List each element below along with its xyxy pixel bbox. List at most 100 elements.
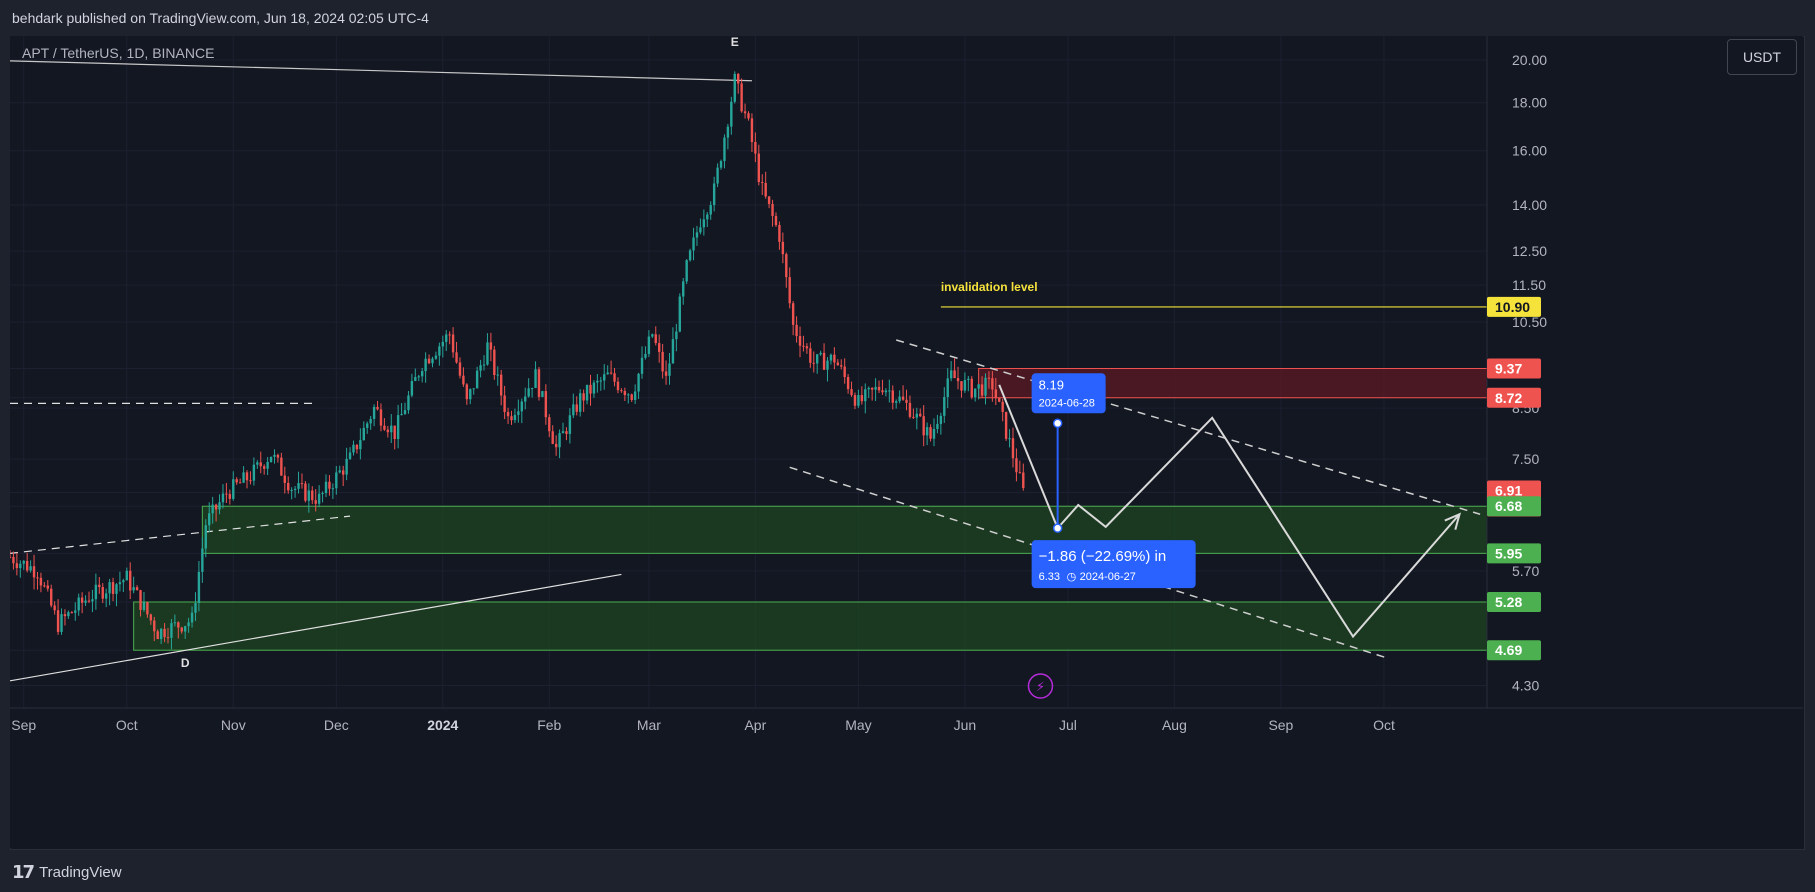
candle-body [657, 343, 661, 352]
y-tick-label: 16.00 [1512, 143, 1547, 159]
candle-body [328, 481, 331, 489]
candle-body [891, 390, 894, 403]
currency-button[interactable]: USDT [1727, 39, 1797, 75]
candle-body [936, 423, 939, 429]
candle-body [815, 354, 819, 364]
candle-body [266, 461, 269, 469]
x-tick-label: Dec [324, 717, 349, 733]
candle-body [795, 324, 798, 337]
candle-body [870, 387, 874, 390]
candle-body [572, 404, 575, 416]
candle-body [311, 490, 314, 501]
candle-body [36, 577, 39, 579]
price-label-bg [1487, 358, 1541, 379]
candle-body [225, 493, 228, 495]
candle-body [647, 336, 651, 354]
candle-body [578, 393, 582, 412]
candle-body [153, 620, 156, 632]
candle-body [661, 351, 664, 372]
candle-body [719, 161, 723, 168]
candle-body [840, 365, 843, 367]
candle-body [520, 401, 523, 412]
candle-body [438, 346, 441, 356]
candle-body [630, 394, 633, 401]
candle-body [805, 346, 809, 349]
candle-body [259, 462, 262, 467]
candle-body [335, 472, 338, 489]
candle-body [424, 358, 427, 372]
candle-body [524, 396, 527, 402]
candle-body [280, 457, 283, 476]
tradingview-logo[interactable]: 17 TradingView [12, 862, 122, 883]
candle-body [300, 483, 304, 485]
clock-icon: ◷ [1067, 571, 1077, 583]
x-tick-label: Jul [1059, 717, 1077, 733]
price-label-bg [1487, 387, 1541, 408]
candle-body [530, 387, 534, 389]
candle-body [946, 378, 949, 398]
candle-body [499, 374, 503, 396]
candle-body [70, 612, 74, 614]
candle-body [589, 384, 592, 394]
candle-body [187, 622, 190, 627]
candle-body [915, 413, 919, 418]
candle-body [74, 610, 77, 613]
candle-body [242, 472, 245, 483]
candle-body [613, 373, 616, 382]
candle-body [548, 417, 551, 432]
candle-body [675, 331, 678, 340]
symbol-label: APT / TetherUS, 1D, BINANCE [22, 45, 215, 61]
candle-body [324, 481, 328, 493]
y-tick-label: 7.50 [1512, 451, 1539, 467]
candle-body [53, 605, 56, 611]
candle-body [723, 137, 726, 162]
tradingview-logo-icon: 17 [12, 862, 35, 883]
candle-body [726, 126, 730, 138]
candle-body [527, 388, 530, 397]
candle-body [802, 345, 805, 347]
candle-body [211, 504, 214, 514]
candle-body [850, 389, 853, 396]
candle-body [905, 399, 908, 403]
candle-body [750, 118, 754, 143]
candle-body [228, 494, 232, 499]
candle-body [221, 493, 225, 503]
candle-body [716, 167, 719, 184]
candle-body [534, 369, 537, 388]
candle-body [644, 353, 647, 358]
candle-body [682, 281, 685, 297]
candle-body [183, 626, 187, 632]
candle-body [654, 334, 657, 344]
candle-body [695, 232, 699, 238]
candle-body [812, 362, 815, 364]
candle-body [743, 111, 747, 114]
candle-body [967, 378, 970, 381]
candle-body [414, 377, 417, 381]
candle-body [627, 394, 630, 396]
candle-body [692, 237, 695, 251]
trendline-top [10, 60, 752, 82]
candle-body [479, 365, 482, 371]
candle-body [943, 397, 946, 416]
price-label: 5.95 [1495, 545, 1522, 561]
trendline-bottom [10, 573, 622, 682]
candle-body [781, 241, 785, 255]
channel-upper [895, 339, 1481, 515]
candle-body [633, 391, 637, 401]
candle-body [214, 504, 218, 510]
candle-body [451, 334, 455, 353]
candle-body [864, 389, 867, 402]
wave-label-d: D [181, 656, 190, 670]
x-tick-label: Mar [637, 717, 661, 733]
candle-body [390, 425, 393, 433]
candle-body [668, 363, 671, 376]
candle-body [963, 380, 967, 391]
candle-body [393, 425, 396, 439]
candle-body [122, 580, 125, 583]
candle-body [640, 357, 644, 374]
price-chart[interactable]: invalidation level 8.19 2024-06-28 −1.86 (−… [10, 36, 1803, 848]
candle-body [764, 182, 767, 197]
candle-body [599, 380, 602, 382]
candle-body [585, 384, 589, 401]
candle-body [778, 225, 781, 242]
